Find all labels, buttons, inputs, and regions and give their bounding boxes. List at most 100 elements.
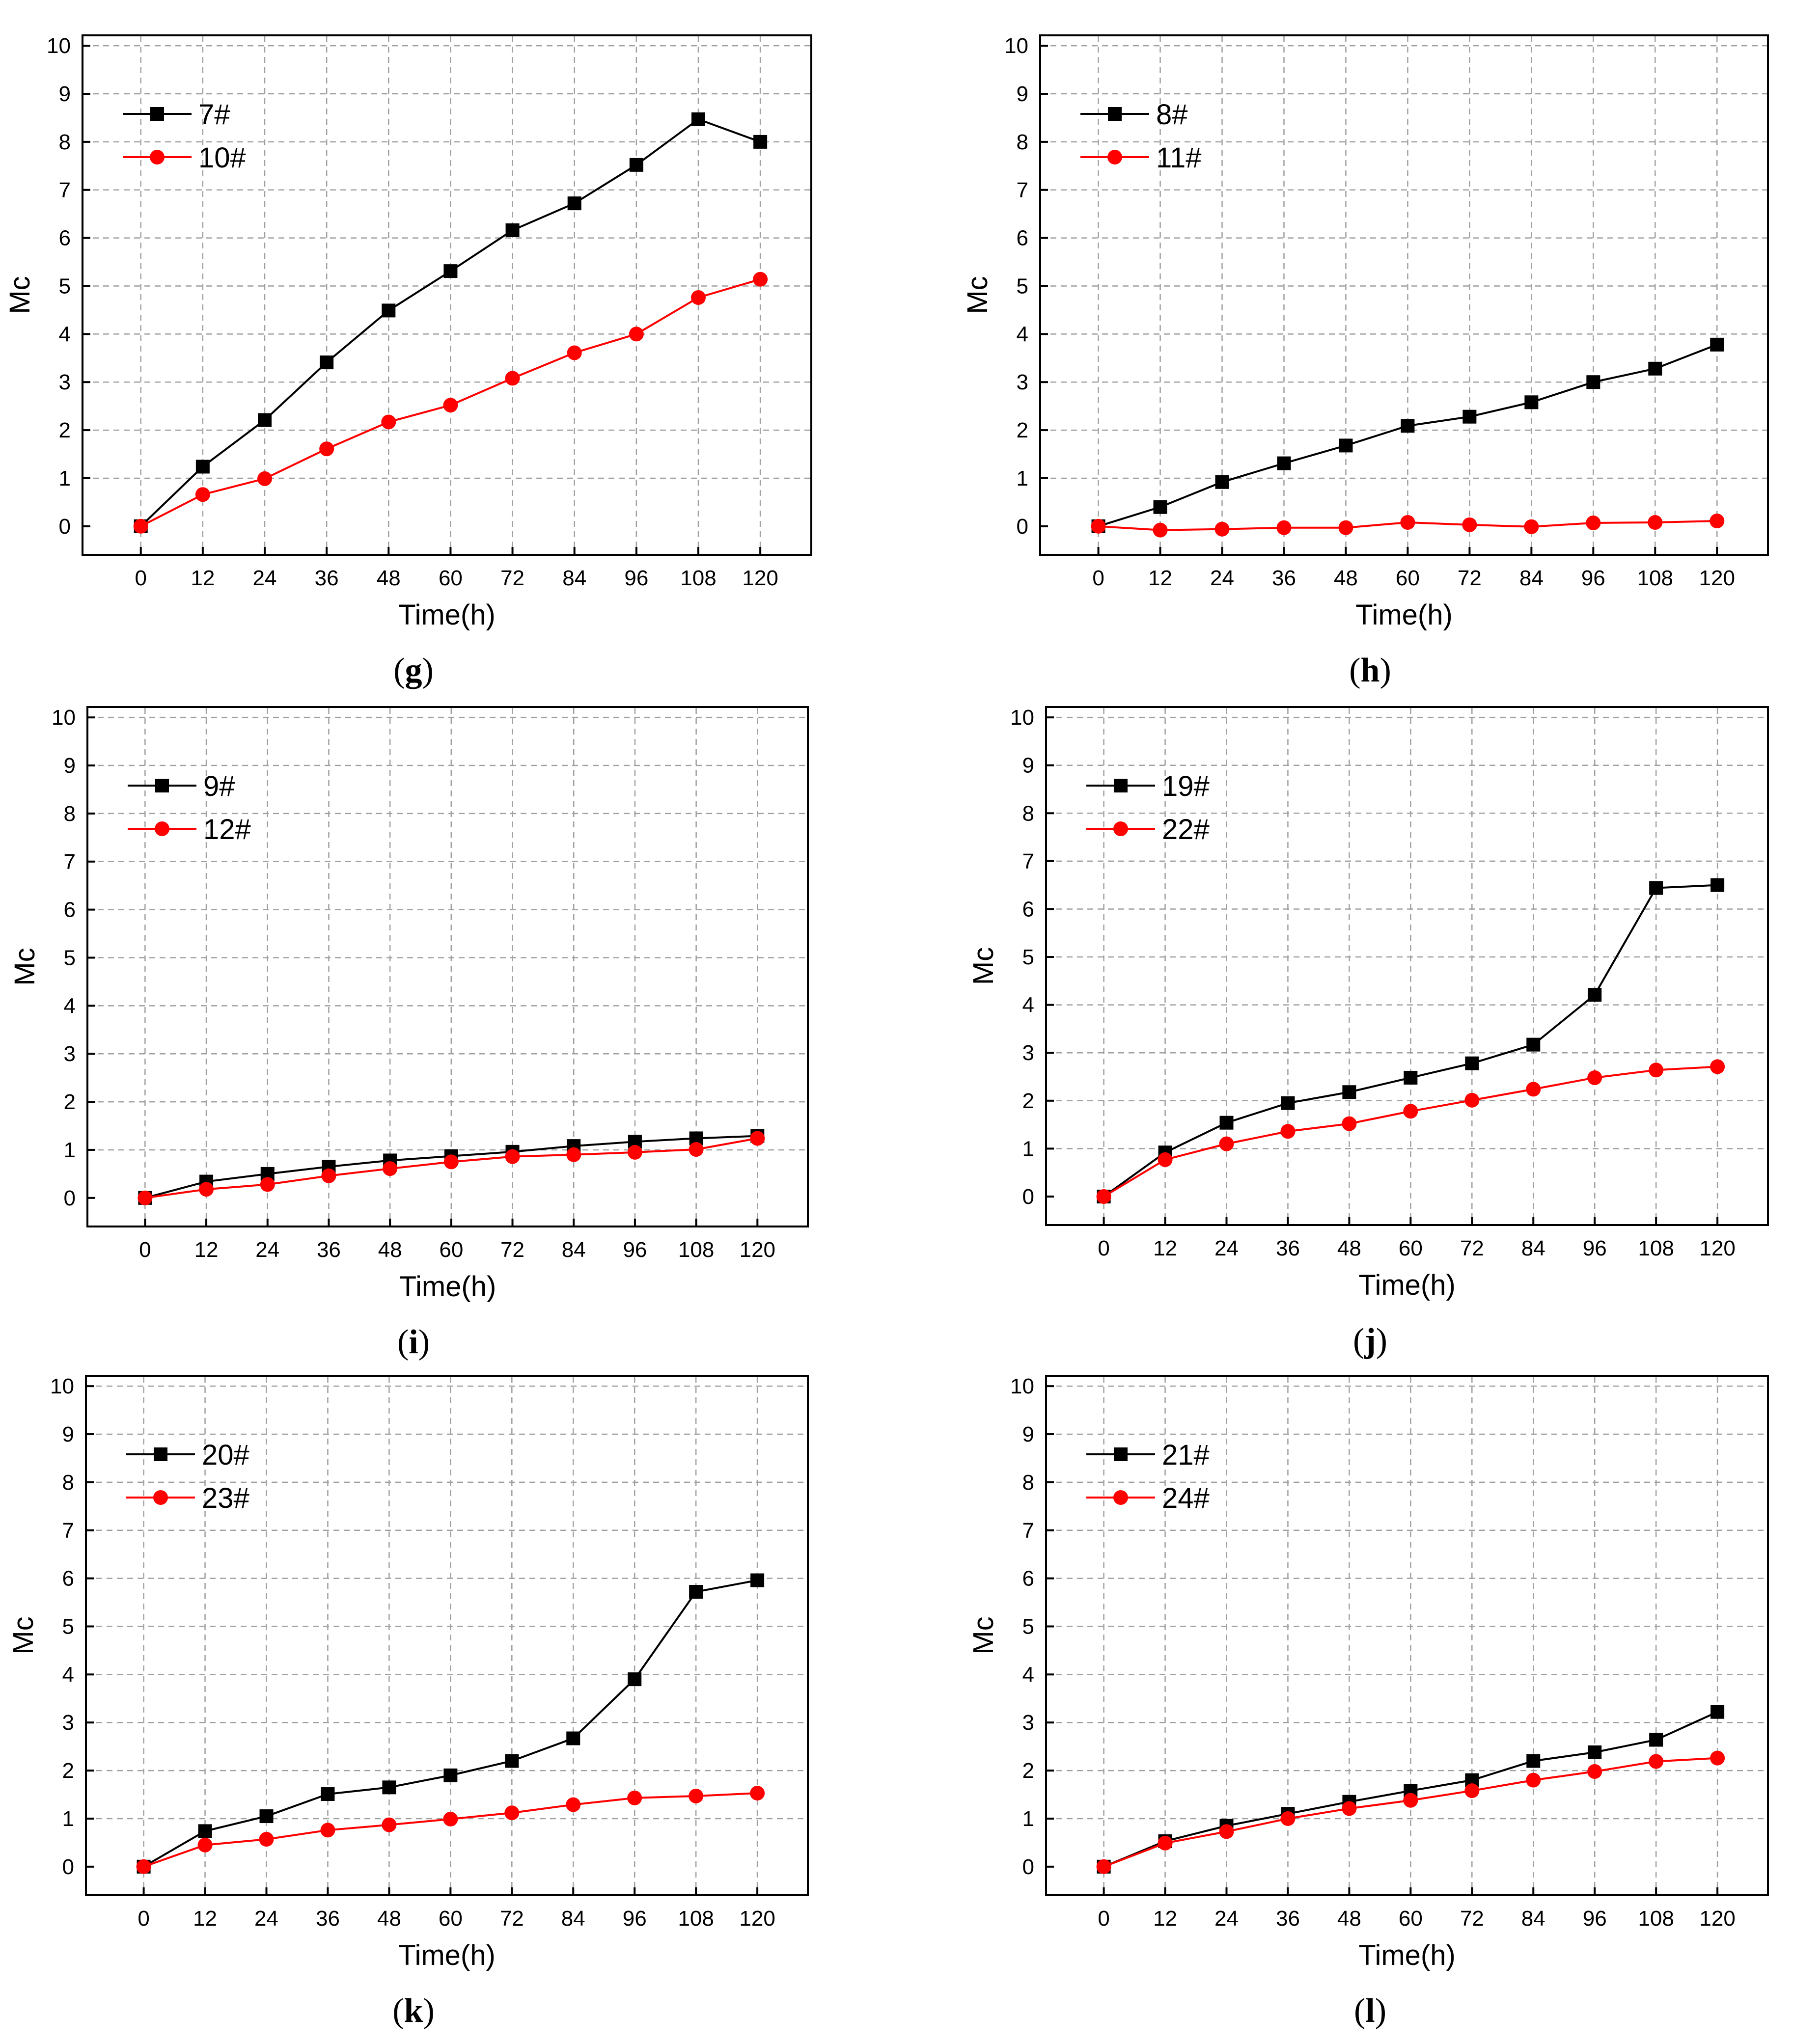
x-tick-label: 120: [742, 566, 778, 590]
x-tick-label: 60: [439, 1907, 463, 1931]
x-axis-title: Time(h): [399, 1271, 497, 1303]
data-point: [567, 196, 581, 211]
y-tick-label: 6: [59, 226, 71, 250]
data-point: [689, 1585, 703, 1599]
y-tick-label: 8: [62, 1471, 74, 1495]
data-point: [1153, 522, 1168, 538]
x-tick-label: 60: [439, 1238, 463, 1262]
legend-label: 10#: [198, 142, 246, 174]
y-axis-title: Mc: [967, 1616, 999, 1654]
legend-marker: [1114, 1447, 1128, 1461]
legend-label: 8#: [1156, 99, 1188, 131]
y-tick-label: 8: [1022, 1471, 1034, 1495]
y-tick-label: 6: [1022, 897, 1034, 921]
legend-marker: [1113, 1490, 1128, 1505]
data-point: [1153, 500, 1167, 514]
data-point: [750, 1786, 765, 1801]
data-point: [1277, 456, 1291, 470]
x-tick-label: 48: [378, 1238, 402, 1262]
y-tick-label: 6: [1022, 1567, 1034, 1591]
panel-label: (l): [1354, 1992, 1386, 2030]
x-tick-label: 108: [1638, 1236, 1674, 1260]
data-point: [566, 1731, 580, 1745]
x-tick-label: 72: [500, 1238, 524, 1262]
x-tick-label: 12: [1153, 1236, 1177, 1260]
x-tick-label: 60: [439, 566, 463, 590]
x-tick-label: 72: [500, 566, 524, 590]
data-point: [1091, 518, 1106, 534]
legend-marker: [154, 1447, 167, 1461]
data-point: [1280, 1124, 1296, 1139]
data-point: [1281, 1096, 1295, 1110]
y-tick-label: 7: [62, 1519, 74, 1543]
data-point: [1462, 409, 1477, 424]
y-tick-label: 0: [1022, 1185, 1034, 1209]
legend-marker: [1114, 779, 1128, 792]
series-12#: [138, 1131, 765, 1205]
data-point: [321, 1787, 335, 1801]
x-axis-title: Time(h): [1355, 599, 1453, 631]
legend: 8#11#: [1080, 99, 1201, 174]
legend-marker: [153, 1490, 168, 1505]
data-point: [690, 290, 706, 305]
data-point: [382, 1780, 396, 1795]
data-point: [1404, 1070, 1418, 1085]
data-point: [136, 1859, 151, 1874]
y-tick-label: 0: [1022, 1855, 1034, 1879]
series-23#: [136, 1786, 765, 1874]
x-tick-label: 96: [1583, 1236, 1607, 1260]
y-tick-label: 3: [1017, 370, 1028, 394]
data-point: [1648, 515, 1663, 530]
x-tick-label: 120: [1699, 1236, 1735, 1260]
x-tick-label: 36: [1276, 1907, 1300, 1931]
panel-label: (j): [1353, 1322, 1387, 1360]
data-point: [133, 518, 148, 534]
data-point: [1710, 1059, 1725, 1074]
data-point: [1215, 475, 1229, 489]
data-point: [1464, 1092, 1480, 1108]
y-axis-title: Mc: [967, 947, 999, 985]
x-tick-label: 108: [680, 566, 716, 590]
series-22#: [1096, 1059, 1725, 1204]
y-tick-label: 8: [1022, 801, 1034, 825]
data-point: [1588, 988, 1602, 1002]
grid: [1046, 1377, 1768, 1895]
x-tick-label: 72: [500, 1907, 524, 1931]
series-11#: [1091, 514, 1725, 538]
y-axis-title: Mc: [4, 276, 36, 314]
data-point: [443, 264, 458, 278]
data-point: [505, 1754, 519, 1768]
legend: 20#23#: [126, 1439, 249, 1514]
data-point: [1464, 1783, 1480, 1799]
y-tick-label: 1: [64, 1138, 76, 1162]
y-axis-title: Mc: [9, 948, 41, 985]
y-tick-label: 10: [50, 1374, 74, 1398]
x-tick-label: 60: [1396, 566, 1420, 590]
data-point: [1219, 1116, 1234, 1130]
y-tick-label: 0: [62, 1855, 74, 1879]
legend-label: 19#: [1162, 770, 1210, 802]
x-tick-label: 96: [623, 1238, 647, 1262]
x-tick-label: 48: [377, 1907, 401, 1931]
data-point: [629, 327, 644, 342]
y-tick-label: 3: [1022, 1711, 1034, 1735]
x-axis-title: Time(h): [398, 599, 496, 631]
data-point: [1710, 514, 1725, 529]
data-point: [443, 1154, 459, 1170]
data-point: [629, 158, 643, 172]
y-tick-label: 10: [1004, 34, 1028, 58]
x-tick-label: 48: [1337, 1907, 1361, 1931]
data-point: [1219, 1824, 1234, 1839]
panel-label: (i): [397, 1323, 430, 1361]
x-tick-label: 84: [1519, 566, 1544, 590]
legend-marker: [150, 107, 164, 121]
y-tick-label: 0: [1017, 515, 1028, 539]
x-tick-label: 24: [1214, 1907, 1239, 1931]
data-point: [320, 355, 334, 370]
x-tick-label: 24: [1210, 566, 1234, 590]
x-tick-label: 120: [1699, 1907, 1735, 1931]
y-tick-label: 5: [1022, 945, 1034, 969]
